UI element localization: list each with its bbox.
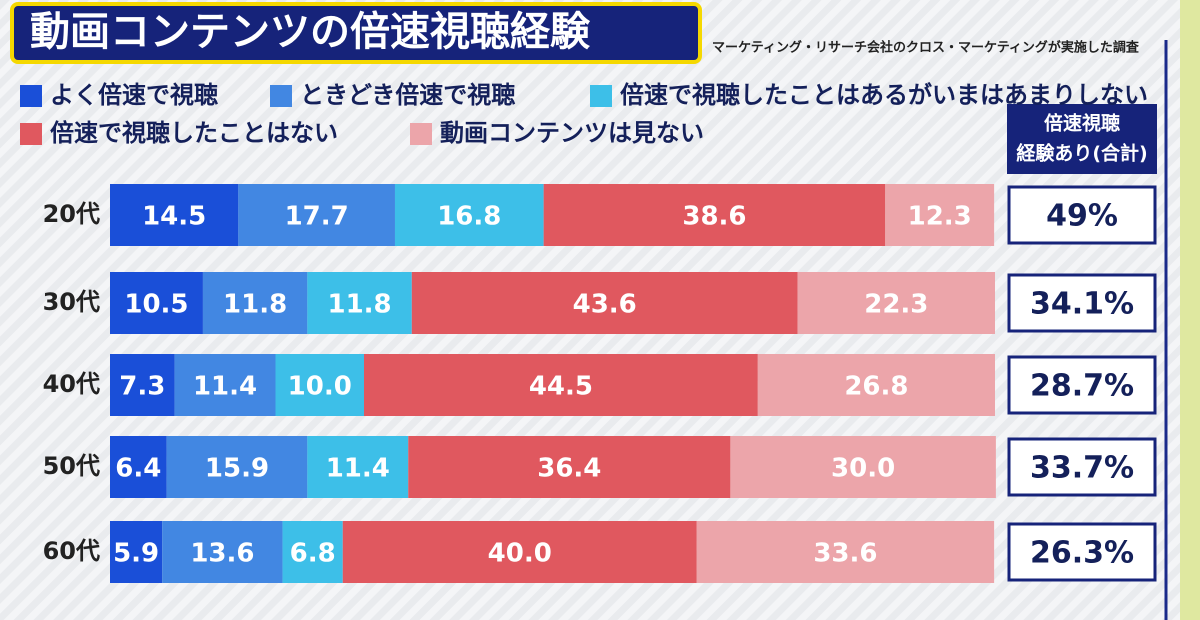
total-box [1007,355,1157,415]
total-label: 34.1% [1030,287,1134,322]
data-label: 6.4 [115,454,161,484]
legend-label: 倍速で視聴したことはない [50,119,338,147]
bar-segment [307,436,409,498]
data-label: 11.4 [193,372,257,402]
legend-swatch [20,85,42,107]
data-label: 13.6 [190,539,254,569]
totals-header: 経験あり(合計) [1016,142,1147,165]
data-label: 44.5 [529,372,593,402]
title-box [10,2,702,64]
data-label: 6.8 [290,539,336,569]
bar-segment [174,354,276,416]
bar-segment [342,521,697,583]
total-box [1007,273,1157,333]
bar-segment [282,521,343,583]
bar-segment [307,272,412,334]
data-label: 43.6 [573,290,637,320]
data-label: 33.6 [813,539,877,569]
bar-segment [238,184,395,246]
bar-segment [363,354,758,416]
total-label: 28.7% [1030,369,1134,404]
bar-segment [110,436,167,498]
bar-segment [394,184,544,246]
data-label: 30.0 [831,454,895,484]
legend-swatch [20,123,42,145]
data-label: 26.8 [844,372,908,402]
total-label: 33.7% [1030,451,1134,486]
data-label: 7.3 [119,372,165,402]
bar-segment [885,184,995,246]
legend-label: ときどき倍速で視聴 [300,81,515,109]
chart-title: 動画コンテンツの倍速視聴経験 [30,9,591,55]
data-label: 10.0 [288,372,352,402]
y-tick-label: 40代 [43,370,100,398]
total-box [1007,522,1157,582]
y-tick-label: 20代 [43,200,100,228]
data-label: 5.9 [113,539,159,569]
data-label: 22.3 [864,290,928,320]
bar-segment [162,521,283,583]
bar-segment [543,184,886,246]
y-tick-label: 50代 [43,452,100,480]
bar-segment [730,436,996,498]
bar-segment [696,521,995,583]
bar-segment [110,354,175,416]
data-label: 36.4 [537,454,601,484]
legend-swatch [270,85,292,107]
total-label: 49% [1046,199,1118,234]
totals-header: 倍速視聴 [1044,112,1120,135]
total-label: 26.3% [1030,536,1134,571]
legend-label: 倍速で視聴したことはあるがいまはあまりしない [620,81,1148,109]
bar-segment [166,436,308,498]
chart-subtitle: マーケティング・リサーチ会社のクロス・マーケティングが実施した調査 [712,40,1140,56]
data-label: 10.5 [124,290,188,320]
bar-segment [110,184,239,246]
data-label: 17.7 [285,202,349,232]
bar-segment [110,521,163,583]
data-label: 38.6 [682,202,746,232]
data-label: 11.8 [223,290,287,320]
totals-header-box [1007,104,1157,174]
bar-segment [202,272,308,334]
bar-segment [110,272,203,334]
y-tick-label: 60代 [43,537,100,565]
bar-segment [757,354,995,416]
data-label: 15.9 [205,454,269,484]
edge-decor [1180,0,1200,620]
legend-label: 動画コンテンツは見ない [440,119,704,147]
data-label: 14.5 [142,202,206,232]
legend-swatch [590,85,612,107]
legend-label: よく倍速で視聴 [50,81,218,109]
bar-segment [408,436,731,498]
data-label: 40.0 [488,539,552,569]
bar-segment [275,354,364,416]
y-tick-label: 30代 [43,288,100,316]
legend-swatch [410,123,432,145]
data-label: 12.3 [908,202,972,232]
total-box [1007,437,1157,497]
bar-segment [797,272,995,334]
data-label: 16.8 [437,202,501,232]
data-label: 11.8 [327,290,391,320]
data-label: 11.4 [326,454,390,484]
total-box [1007,185,1157,245]
bar-segment [411,272,798,334]
